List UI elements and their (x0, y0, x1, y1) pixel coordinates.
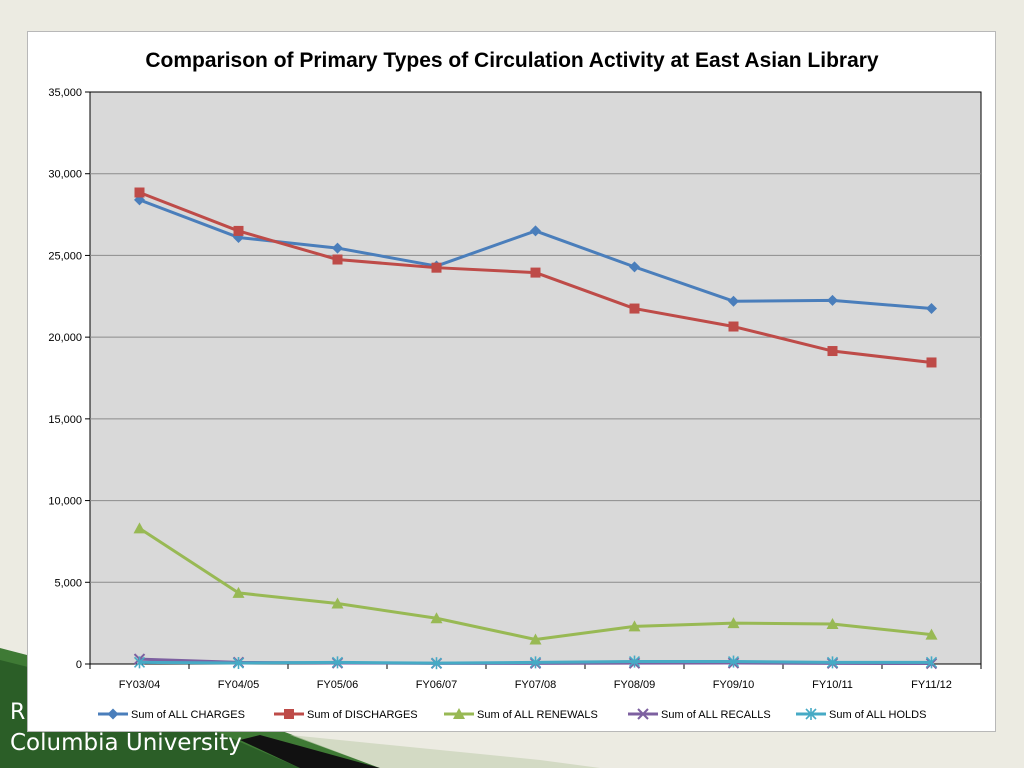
data-point-sum-of-discharges (332, 254, 343, 265)
data-point-sum-of-all-holds (628, 655, 641, 668)
data-point-sum-of-all-renewals (826, 617, 839, 629)
legend-label: Sum of ALL HOLDS (829, 709, 926, 721)
y-tick-label: 25,000 (48, 250, 82, 262)
data-point-sum-of-all-holds (430, 657, 443, 670)
data-point-sum-of-all-charges (728, 295, 739, 307)
line-chart: Comparison of Primary Types of Circulati… (48, 49, 982, 721)
legend-label: Sum of ALL RENEWALS (477, 709, 598, 721)
data-point-sum-of-discharges (926, 357, 937, 368)
y-tick-label: 30,000 (48, 169, 82, 181)
footer-black-stripe (240, 735, 380, 768)
x-tick-label: FY09/10 (713, 679, 755, 691)
legend-swatch-marker (453, 708, 465, 719)
data-point-sum-of-discharges (728, 321, 739, 332)
legend-swatch-marker (637, 708, 649, 720)
footer-institution: Columbia University (10, 730, 242, 756)
data-point-sum-of-all-renewals (727, 617, 740, 629)
data-point-sum-of-all-holds (133, 656, 146, 669)
data-point-sum-of-all-holds (925, 656, 938, 669)
chart-title: Comparison of Primary Types of Circulati… (145, 49, 879, 72)
data-point-sum-of-all-charges (629, 261, 640, 273)
data-point-sum-of-all-renewals (133, 522, 146, 534)
chart-frame: Comparison of Primary Types of Circulati… (27, 31, 996, 732)
plot-background (89, 91, 982, 665)
data-point-sum-of-all-holds (826, 656, 839, 669)
data-point-sum-of-all-holds (232, 657, 245, 670)
data-point-sum-of-all-charges (827, 294, 838, 306)
legend-label: Sum of ALL RECALLS (661, 709, 771, 721)
data-point-sum-of-all-holds (727, 655, 740, 668)
legend-item-sum-of-all-recalls: Sum of ALL RECALLS (628, 708, 771, 721)
data-point-sum-of-discharges (134, 187, 145, 198)
data-point-sum-of-discharges (233, 225, 244, 236)
data-point-sum-of-all-charges (926, 303, 937, 315)
y-tick-label: 15,000 (48, 414, 82, 426)
legend-swatch-marker (805, 708, 817, 720)
y-tick-label: 10,000 (48, 496, 82, 508)
data-point-sum-of-all-renewals (925, 628, 938, 640)
legend-swatch-marker (284, 709, 294, 719)
data-point-sum-of-discharges (431, 262, 442, 273)
y-tick-label: 5,000 (54, 577, 82, 589)
legend-item-sum-of-all-holds: Sum of ALL HOLDS (796, 708, 926, 721)
y-tick-label: 20,000 (48, 332, 82, 344)
data-point-sum-of-discharges (530, 267, 541, 278)
chart-legend: Sum of ALL CHARGES Sum of DISCHARGES Sum o… (98, 708, 926, 721)
data-point-sum-of-all-holds (331, 656, 344, 669)
data-point-sum-of-all-renewals (430, 612, 443, 624)
x-tick-label: FY04/05 (218, 679, 260, 691)
x-tick-label: FY03/04 (119, 679, 161, 691)
x-tick-label: FY10/11 (812, 679, 853, 691)
data-point-sum-of-all-renewals (628, 620, 641, 632)
y-tick-label: 0 (76, 659, 82, 671)
legend-label: Sum of DISCHARGES (307, 709, 418, 721)
data-point-sum-of-discharges (827, 346, 838, 357)
legend-swatch-marker (107, 708, 119, 720)
y-tick-label: 35,000 (48, 87, 82, 99)
footer-fragment: R (10, 700, 26, 725)
data-point-sum-of-all-holds (529, 656, 542, 669)
data-point-sum-of-all-charges (530, 225, 541, 237)
legend-item-sum-of-discharges: Sum of DISCHARGES (274, 709, 418, 721)
x-tick-label: FY06/07 (416, 679, 458, 691)
plot-area: 0 5,000 10,000 15,000 20,000 25,000 30,000 35,0… (48, 87, 982, 691)
legend-label: Sum of ALL CHARGES (131, 709, 245, 721)
x-tick-label: FY08/09 (614, 679, 656, 691)
data-point-sum-of-all-renewals (232, 586, 245, 598)
legend-item-sum-of-all-charges: Sum of ALL CHARGES (98, 708, 245, 721)
x-tick-label: FY07/08 (515, 679, 557, 691)
data-point-sum-of-all-charges (332, 242, 343, 254)
data-point-sum-of-discharges (629, 303, 640, 314)
data-point-sum-of-all-renewals (331, 597, 344, 609)
data-point-sum-of-all-renewals (529, 633, 542, 645)
footer-light-stripe (290, 735, 600, 768)
legend-item-sum-of-all-renewals: Sum of ALL RENEWALS (444, 708, 598, 721)
x-tick-label: FY11/12 (911, 679, 952, 691)
x-tick-label: FY05/06 (317, 679, 359, 691)
